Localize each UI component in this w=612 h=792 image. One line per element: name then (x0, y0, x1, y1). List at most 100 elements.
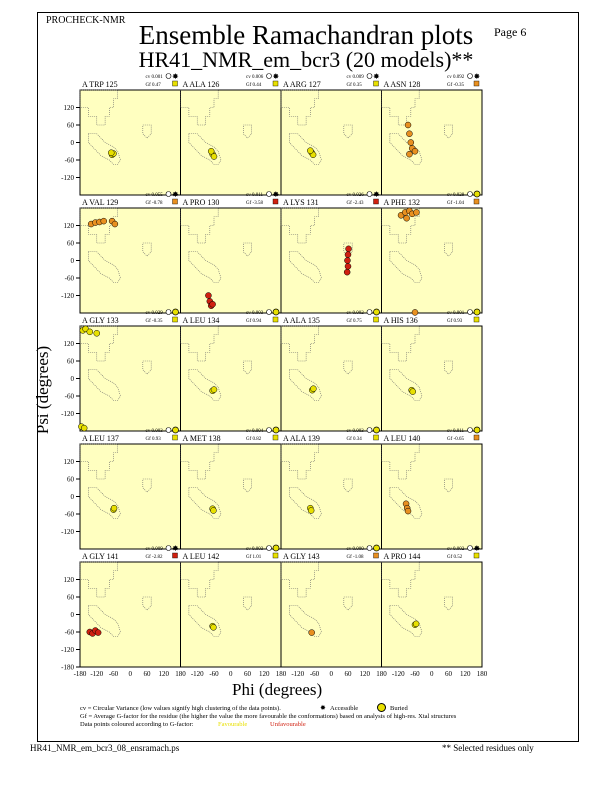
allowed-region-outline (88, 369, 121, 401)
data-point (406, 130, 413, 137)
gf-value: Gf 0.93 (447, 319, 463, 324)
page-subtitle: HR41_NMR_em_bcr3 (20 models)** (138, 47, 474, 72)
panel-a-leu-137: A LEU 137 cv 0.003 Gf 0.93 (79, 426, 181, 550)
allowed-region-outline (180, 443, 219, 480)
buried-icon (272, 426, 280, 434)
allowed-region-outline (188, 251, 222, 283)
data-point (210, 624, 217, 631)
allowed-region-outline (180, 207, 219, 244)
clock-icon (366, 309, 373, 315)
accessible-icon: ✸ (373, 190, 380, 199)
allowed-region-outline (444, 596, 453, 611)
panel-a-gly-141: A GLY 141 cv 0.009 Gf -2.82 ✸ (79, 544, 181, 668)
buried-icon (272, 544, 280, 552)
gf-colour-box (172, 80, 178, 87)
gf-colour-box (272, 316, 279, 323)
gf-value: Gf -3.58 (246, 201, 263, 206)
gf-colour-box (272, 80, 279, 87)
gf-colour-box (373, 80, 379, 87)
x-tick-label: 120 (360, 670, 371, 678)
y-tick-label: -120 (61, 174, 74, 182)
data-point (210, 507, 217, 514)
program-name: PROCHECK-NMR (46, 15, 126, 26)
data-point (412, 620, 420, 628)
allowed-region-outline (381, 561, 420, 598)
y-tick-label: 0 (71, 375, 75, 383)
panel-a-pro-144: A PRO 144 cv 0.002 Gf 0.52 ✸ (381, 544, 483, 668)
page-frame (37, 12, 579, 742)
data-point (93, 330, 100, 337)
cv-value: cv 0.028 (447, 193, 465, 198)
panel-background (79, 561, 181, 668)
panel-background (381, 207, 483, 314)
allowed-region-outline (243, 596, 252, 611)
legend-accessible: Accessible (330, 705, 359, 712)
y-tick-label: -120 (61, 410, 74, 418)
data-point (411, 148, 419, 155)
gf-value: Gf -0.65 (447, 437, 464, 442)
x-tick-label: 120 (159, 670, 170, 678)
data-point (307, 507, 315, 514)
panel-a-leu-134: A LEU 134 cv 0.003 Gf 0.94 (180, 308, 282, 432)
allowed-region-outline (142, 478, 152, 493)
gf-colour-box (473, 434, 480, 441)
residue-label: A PHE 132 (384, 198, 420, 207)
cv-value: cv 0.055 (146, 193, 164, 198)
cv-value: cv 0.029 (146, 311, 164, 316)
gf-value: Gf -0.78 (146, 201, 163, 206)
residue-label: A ARG 127 (283, 80, 321, 89)
allowed-region-outline (79, 443, 118, 480)
allowed-region-outline (389, 487, 423, 519)
data-point (345, 245, 352, 253)
y-tick-label: 0 (71, 257, 75, 265)
data-point (343, 268, 351, 276)
data-point (308, 629, 315, 636)
x-tick-label: 180 (376, 670, 387, 678)
panel-background (381, 561, 483, 668)
x-tick-label: -180 (74, 670, 87, 678)
y-tick-label: -180 (61, 664, 74, 672)
allowed-region-outline (243, 478, 252, 493)
allowed-region-outline (381, 325, 420, 362)
x-tick-label: -60 (410, 670, 420, 678)
gf-colour-box (172, 198, 178, 205)
allowed-region-outline (243, 360, 252, 375)
clock-icon (266, 191, 272, 197)
buried-icon (373, 308, 380, 316)
x-tick-label: 0 (330, 670, 334, 678)
allowed-region-outline (88, 251, 121, 283)
y-tick-label: 60 (67, 122, 75, 130)
panel-a-asn-128: A ASN 128 cv 0.092 Gf -0.35 ✸ (381, 72, 483, 196)
allowed-region-outline (389, 133, 423, 165)
data-point (100, 217, 107, 225)
gf-colour-box (473, 80, 480, 87)
panel-a-met-138: A MET 138 cv 0.004 Gf 0.82 (180, 426, 282, 550)
buried-icon (272, 308, 280, 316)
page-title: Ensemble Ramachandran plots (138, 20, 474, 50)
data-point (344, 257, 351, 264)
panel-a-ala-139: A ALA 139 cv 0.003 Gf 0.34 (280, 426, 382, 550)
allowed-region-outline (289, 251, 322, 283)
allowed-region-outline (88, 133, 121, 165)
buried-icon (473, 308, 481, 316)
gf-colour-box (473, 552, 480, 559)
clock-icon (165, 545, 172, 551)
residue-label: A LEU 137 (82, 434, 119, 443)
x-tick-label: 60 (445, 670, 453, 678)
allowed-region-outline (142, 596, 152, 611)
footer-filename: HR41_NMR_em_bcr3_08_ensramach.ps (30, 743, 180, 753)
page-number: Page 6 (494, 25, 527, 39)
panel-a-trp-125: A TRP 125 cv 0.001 Gf 0.47 ✸ (79, 72, 181, 196)
gf-colour-box (473, 198, 480, 205)
data-point (210, 153, 218, 160)
panel-background (180, 443, 282, 550)
y-tick-label: 60 (67, 594, 75, 602)
x-tick-label: -120 (392, 670, 405, 678)
panel-background (280, 325, 382, 432)
allowed-region-outline (389, 369, 423, 401)
clock-icon (266, 545, 272, 551)
gf-value: Gf -2.82 (146, 555, 163, 560)
gf-value: Gf 0.82 (246, 437, 262, 442)
gf-value: Gf -1.08 (347, 555, 364, 560)
y-axis-label: Psi (degrees) (33, 345, 52, 435)
